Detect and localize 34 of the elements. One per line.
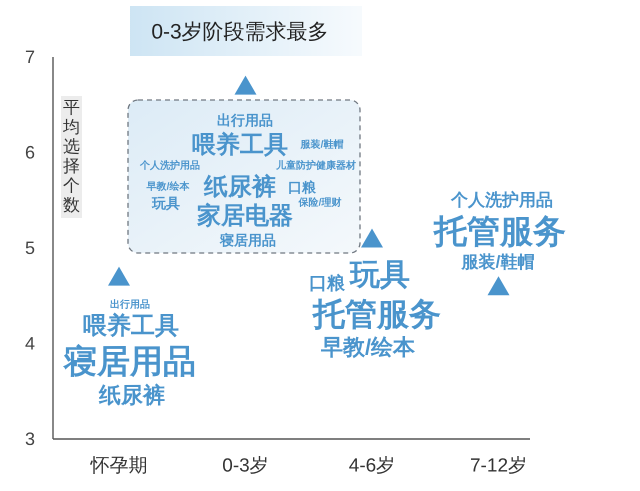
annotation: 喂养工具	[192, 132, 288, 158]
annotation: 个人洗护用品	[450, 190, 553, 210]
annotation: 口粮	[288, 179, 317, 195]
x-tick-label: 7-12岁	[470, 456, 528, 476]
annotation: 儿童防护健康器材	[275, 160, 356, 172]
annotation: 家居电器	[196, 202, 293, 230]
y-tick-label: 6	[24, 142, 36, 162]
annotation: 喂养工具	[83, 312, 179, 340]
annotation: 寝居用品	[62, 342, 196, 380]
y-axis-title: 平均选择个数	[62, 98, 80, 214]
annotation: 出行用品	[217, 112, 273, 128]
annotation: 玩具	[349, 258, 410, 292]
annotation: 寝居用品	[219, 232, 276, 248]
annotation: 托管服务	[311, 296, 441, 332]
annotation: 服装/鞋帽	[300, 138, 344, 150]
x-tick-label: 0-3岁	[222, 456, 269, 476]
annotation: 玩具	[151, 195, 180, 211]
annotation: 托管服务	[432, 212, 566, 250]
y-tick-label: 3	[24, 429, 36, 449]
annotation: 保险/理财	[298, 196, 342, 208]
y-tick-label: 5	[24, 238, 36, 258]
x-tick-label: 怀孕期	[90, 456, 148, 476]
annotation: 出行用品	[110, 298, 150, 310]
annotation: 早教/绘本	[146, 180, 190, 192]
y-tick-label: 7	[24, 47, 36, 67]
annotation: 服装/鞋帽	[460, 252, 534, 272]
annotation: 纸尿裤	[98, 382, 165, 408]
annotation: 口粮	[309, 273, 346, 293]
annotation: 早教/绘本	[320, 334, 416, 360]
y-tick-label: 4	[24, 334, 36, 354]
chart-title: 0-3岁阶段需求最多	[151, 20, 329, 44]
annotation: 纸尿裤	[203, 174, 276, 200]
annotation: 个人洗护用品	[139, 160, 200, 172]
x-tick-label: 4-6岁	[348, 456, 396, 476]
